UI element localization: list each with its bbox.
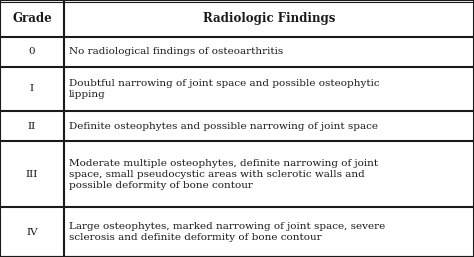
Bar [0,141,474,207]
Bar [0,207,474,257]
Text: I: I [30,85,34,94]
Bar [0,0,474,36]
Text: III: III [26,170,38,179]
Text: Moderate multiple osteophytes, definite narrowing of joint
space, small pseudocy: Moderate multiple osteophytes, definite … [69,159,378,190]
Text: IV: IV [26,228,38,237]
Text: Doubtful narrowing of joint space and possible osteophytic
lipping: Doubtful narrowing of joint space and po… [69,79,379,99]
Text: Radiologic Findings: Radiologic Findings [203,12,335,25]
Text: No radiological findings of osteoarthritis: No radiological findings of osteoarthrit… [69,48,283,57]
Text: Definite osteophytes and possible narrowing of joint space: Definite osteophytes and possible narrow… [69,122,378,131]
Bar [0,67,474,111]
Text: Grade: Grade [12,12,52,25]
Text: 0: 0 [29,48,35,57]
Bar [0,111,474,141]
Text: II: II [28,122,36,131]
Text: Large osteophytes, marked narrowing of joint space, severe
sclerosis and definit: Large osteophytes, marked narrowing of j… [69,222,385,242]
Bar [0,36,474,67]
